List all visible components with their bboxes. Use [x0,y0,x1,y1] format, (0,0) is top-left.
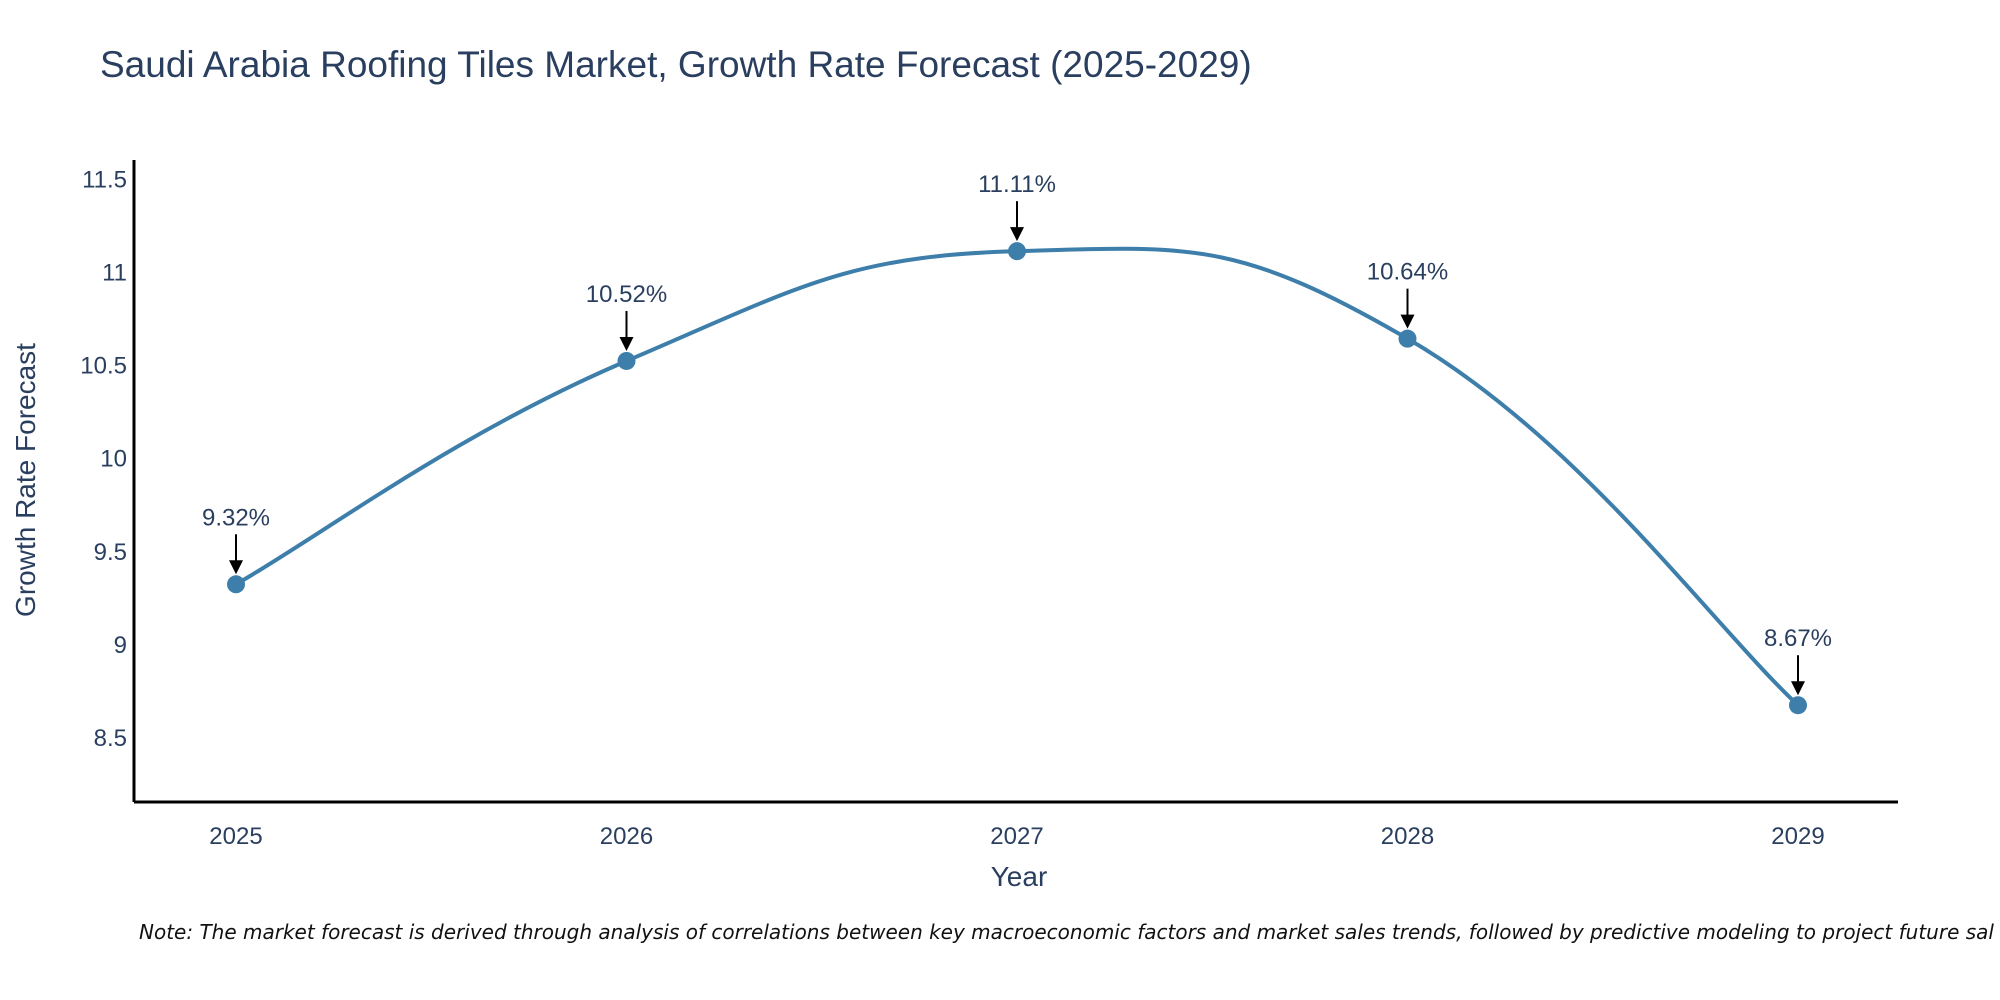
x-tick-label: 2025 [209,823,262,850]
data-point [1789,696,1807,715]
data-point [617,351,636,370]
x-axis-title: Year [991,861,1048,892]
data-point [227,575,245,594]
y-tick-label: 10.5 [80,353,127,380]
x-tick-label: 2026 [600,823,653,850]
x-tick-label: 2029 [1771,823,1824,850]
data-point [1008,242,1026,261]
annotation-arrow-head [1791,681,1805,696]
x-axis-ticks: 2025 2026 2027 2028 2029 [209,823,1824,850]
data-markers [227,242,1807,715]
y-axis-title: Growth Rate Forecast [10,343,41,617]
y-tick-label: 8.5 [94,725,127,752]
data-point [1398,329,1417,348]
chart-title: Saudi Arabia Roofing Tiles Market, Growt… [100,44,1252,85]
data-label: 10.64% [1367,259,1448,286]
y-tick-label: 9.5 [94,539,127,566]
x-tick-label: 2027 [990,823,1043,850]
data-annotations: 9.32% 10.52% 11.11% 10.64% 8.67% [202,171,1832,696]
data-label: 8.67% [1764,625,1832,652]
y-axis-ticks: 8.5 9 9.5 10 10.5 11 11.5 [80,167,127,752]
x-tick-label: 2028 [1381,823,1434,850]
data-label: 11.11% [978,171,1056,198]
annotation-arrow-head [229,560,243,575]
chart-note: Note: The market forecast is derived thr… [139,920,1994,944]
data-label: 10.52% [586,281,667,308]
annotation-arrow-head [619,336,634,351]
annotation-arrow-head [1400,314,1415,329]
y-tick-label: 10 [100,446,127,473]
y-tick-label: 9 [114,632,127,659]
data-label: 9.32% [202,504,270,531]
y-tick-label: 11.5 [82,167,127,194]
y-tick-label: 11 [102,260,127,287]
annotation-arrow-head [1010,227,1024,242]
series-line [235,246,1800,707]
